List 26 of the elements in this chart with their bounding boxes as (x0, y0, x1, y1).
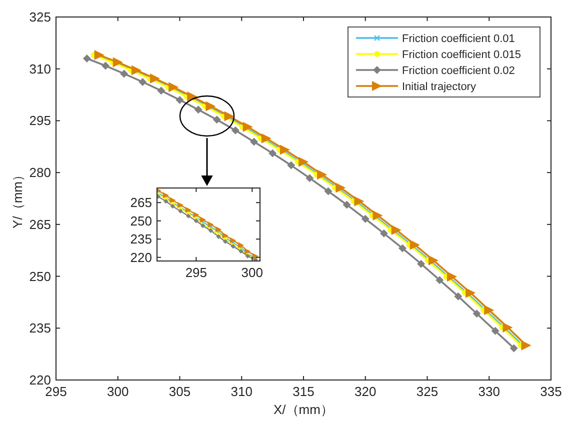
x-tick-label: 325 (416, 384, 438, 399)
legend-label: Friction coefficient 0.015 (402, 49, 522, 61)
x-tick-label: 310 (230, 384, 252, 399)
y-tick-label: 325 (29, 10, 51, 24)
x-tick-label: 300 (107, 384, 129, 399)
x-tick-label: 300 (241, 265, 264, 280)
legend-label: Initial trajectory (402, 81, 476, 93)
y-tick-label: 235 (130, 232, 152, 247)
y-tick-label: 265 (29, 216, 51, 232)
y-tick-label: 250 (130, 213, 152, 228)
y-tick-label: 295 (29, 113, 51, 128)
y-tick-label: 250 (29, 268, 51, 284)
y-tick-label: 235 (29, 320, 51, 336)
y-tick-label: 220 (130, 250, 152, 265)
x-tick-label: 320 (354, 384, 376, 399)
x-tick-label: 335 (540, 384, 562, 399)
y-tick-label: 310 (29, 61, 51, 76)
legend-label: Friction coefficient 0.02 (402, 65, 515, 77)
x-tick-label: 330 (478, 384, 500, 399)
x-tick-label: 315 (292, 384, 314, 399)
y-tick-label: 265 (130, 195, 152, 210)
y-tick-label: 280 (29, 165, 51, 180)
x-axis-title: X/（mm） (274, 402, 334, 417)
y-axis-title: Y/（mm） (10, 168, 25, 228)
x-tick-label: 305 (168, 384, 191, 399)
legend-label: Friction coefficient 0.01 (402, 33, 515, 45)
